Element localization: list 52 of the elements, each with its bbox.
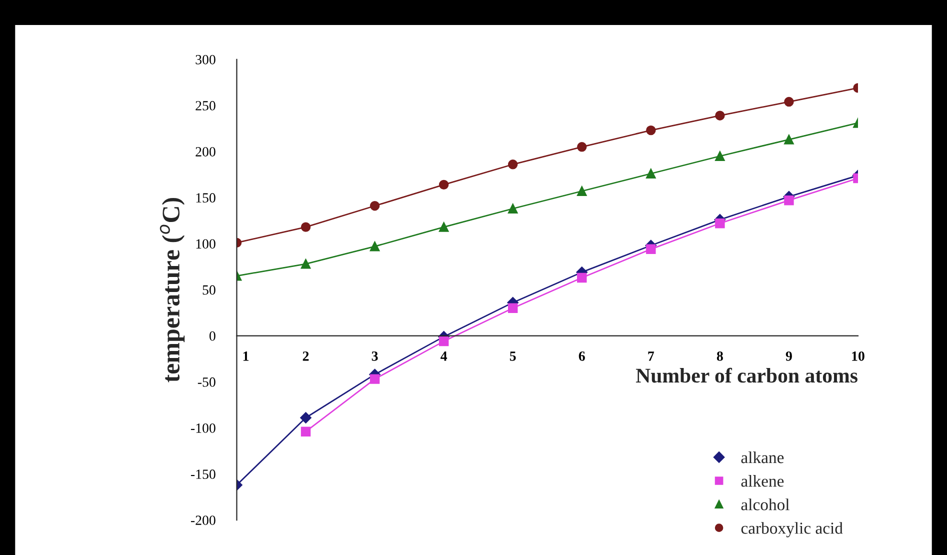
x-tick-label: 8 [716,351,723,361]
legend-label: alcohol [741,498,790,510]
point [300,259,311,269]
x-tick-label: 2 [302,351,309,361]
point [508,303,518,313]
point [784,195,794,206]
point [370,374,380,384]
y-tick-label: 250 [196,101,216,110]
legend-label: carboxylic acid [741,522,843,538]
point [300,412,312,424]
point [715,151,725,161]
y-tick-label: 150 [196,193,216,203]
x-tick-label: 9 [786,351,792,361]
point [508,160,518,170]
x-tick-label: 7 [648,352,654,361]
point [438,222,449,232]
point [646,168,656,178]
legend-label: alkane [741,451,784,464]
point [784,96,794,107]
x-tick-label: 6 [578,351,585,361]
legend-label: alkene [741,475,784,487]
x-tick-label: 4 [440,352,448,361]
y-tick-label: 100 [196,239,216,249]
point [300,426,311,436]
point [370,201,380,211]
point [715,218,725,228]
y-tick-label: 0 [210,331,216,341]
y-tick-label: 300 [196,54,216,64]
y-tick-label: -100 [190,423,216,433]
point [438,336,449,346]
x-tick-label: 1 [243,352,249,361]
point [300,222,311,232]
point [370,242,380,252]
point [438,180,449,190]
point [646,244,656,254]
y-axis-title: temperature ($^{o}$C) [160,198,185,382]
point [715,110,725,120]
y-tick-label: -200 [190,516,216,525]
y-tick-label: 200 [196,147,216,156]
x-axis-title: Number of carbon atoms [636,368,858,383]
x-tick-label: 5 [510,352,516,361]
point [577,272,587,283]
point [646,125,656,136]
y-tick-label: 50 [202,285,216,295]
x-tick-label: 10 [852,351,864,361]
point [577,142,587,152]
point [508,204,518,214]
point [784,134,794,144]
x-tick-label: 3 [372,351,378,361]
y-tick-label: -50 [198,377,216,387]
y-tick-label: -150 [190,470,216,479]
point [577,186,587,196]
